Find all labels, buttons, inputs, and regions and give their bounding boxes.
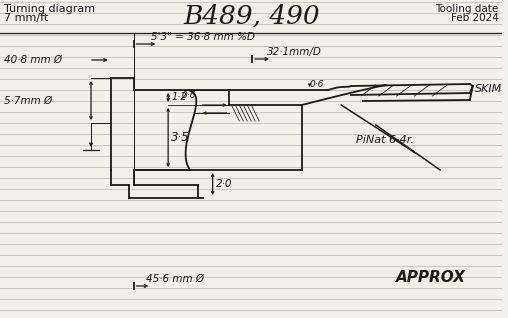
Text: 40·8 mm Ø: 40·8 mm Ø <box>4 55 62 65</box>
Text: 7 mm/ft: 7 mm/ft <box>4 13 48 23</box>
Text: 32·1mm/D: 32·1mm/D <box>267 47 322 57</box>
Text: PiNat 6·4r.: PiNat 6·4r. <box>356 135 414 145</box>
Text: 0·6: 0·6 <box>309 80 324 89</box>
Text: 5·7mm Ø: 5·7mm Ø <box>4 95 52 106</box>
Text: SKIM: SKIM <box>475 84 502 94</box>
Text: Turning diagram: Turning diagram <box>4 4 95 14</box>
Text: Tooling date: Tooling date <box>435 4 498 14</box>
Text: 0·6: 0·6 <box>182 91 197 100</box>
Text: B489, 490: B489, 490 <box>183 4 320 29</box>
Text: 2·0: 2·0 <box>215 179 232 189</box>
Text: 3·5: 3·5 <box>171 131 190 144</box>
Text: APPROX: APPROX <box>396 271 466 286</box>
Text: 1·2: 1·2 <box>171 93 187 102</box>
Text: Feb 2024: Feb 2024 <box>451 13 498 23</box>
Text: 45·6 mm Ø: 45·6 mm Ø <box>146 274 204 284</box>
Text: 5'3" = 36·8 mm %D: 5'3" = 36·8 mm %D <box>151 32 255 42</box>
